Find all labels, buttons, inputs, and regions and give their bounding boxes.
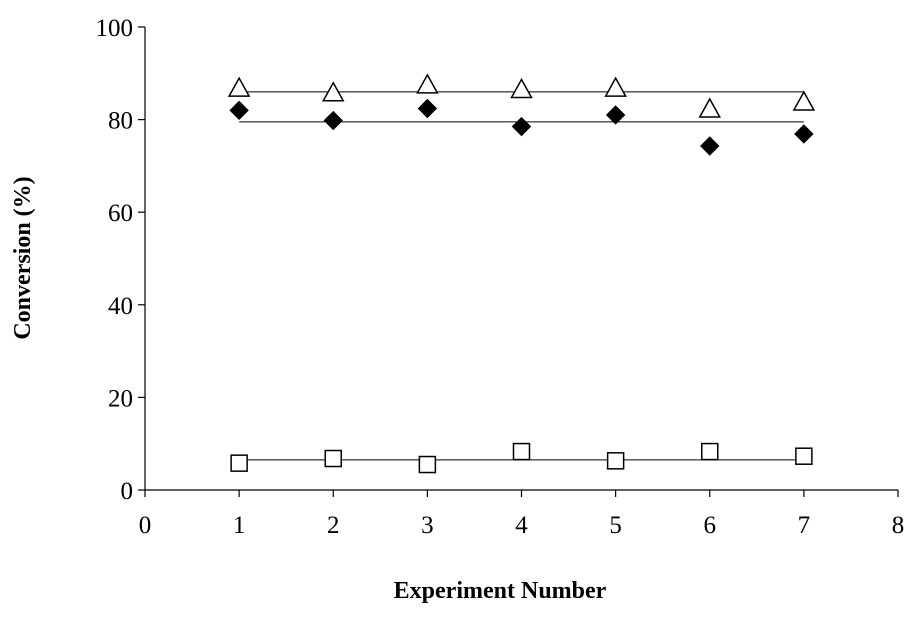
x-tick-label: 8	[892, 512, 905, 539]
chart: Experiment Number Conversion (%) 0204060…	[0, 0, 910, 612]
x-tick-label: 4	[515, 512, 528, 539]
y-axis-label: Conversion (%)	[10, 176, 36, 339]
y-tick-label: 20	[108, 385, 133, 412]
marker-square	[702, 444, 718, 460]
marker-square	[514, 444, 530, 460]
marker-square	[796, 448, 812, 464]
x-tick-label: 5	[609, 512, 622, 539]
marker-diamond	[795, 125, 813, 143]
marker-triangle	[229, 78, 249, 96]
page: Experiment Number Conversion (%) 0204060…	[0, 0, 910, 617]
marker-diamond	[513, 118, 531, 136]
marker-square	[419, 457, 435, 473]
y-tick-label: 80	[108, 108, 133, 135]
x-tick-label: 2	[327, 512, 340, 539]
x-tick-label: 7	[798, 512, 811, 539]
x-tick-label: 0	[139, 512, 152, 539]
marker-diamond	[418, 99, 436, 117]
marker-diamond	[607, 106, 625, 124]
x-tick-label: 6	[704, 512, 717, 539]
marker-square	[608, 453, 624, 469]
marker-triangle	[606, 78, 626, 96]
marker-diamond	[230, 101, 248, 119]
marker-square	[325, 451, 341, 467]
x-tick-label: 1	[233, 512, 246, 539]
marker-triangle	[417, 75, 437, 93]
x-axis-label: Experiment Number	[394, 578, 607, 604]
marker-triangle	[512, 80, 532, 98]
y-tick-label: 0	[121, 478, 134, 505]
y-tick-label: 60	[108, 200, 133, 227]
x-tick-label: 3	[421, 512, 434, 539]
marker-diamond	[324, 112, 342, 130]
marker-diamond	[701, 137, 719, 155]
y-tick-label: 40	[108, 293, 133, 320]
marker-triangle	[794, 92, 814, 110]
marker-square	[231, 455, 247, 471]
y-tick-label: 100	[96, 15, 134, 42]
marker-triangle	[700, 99, 720, 117]
